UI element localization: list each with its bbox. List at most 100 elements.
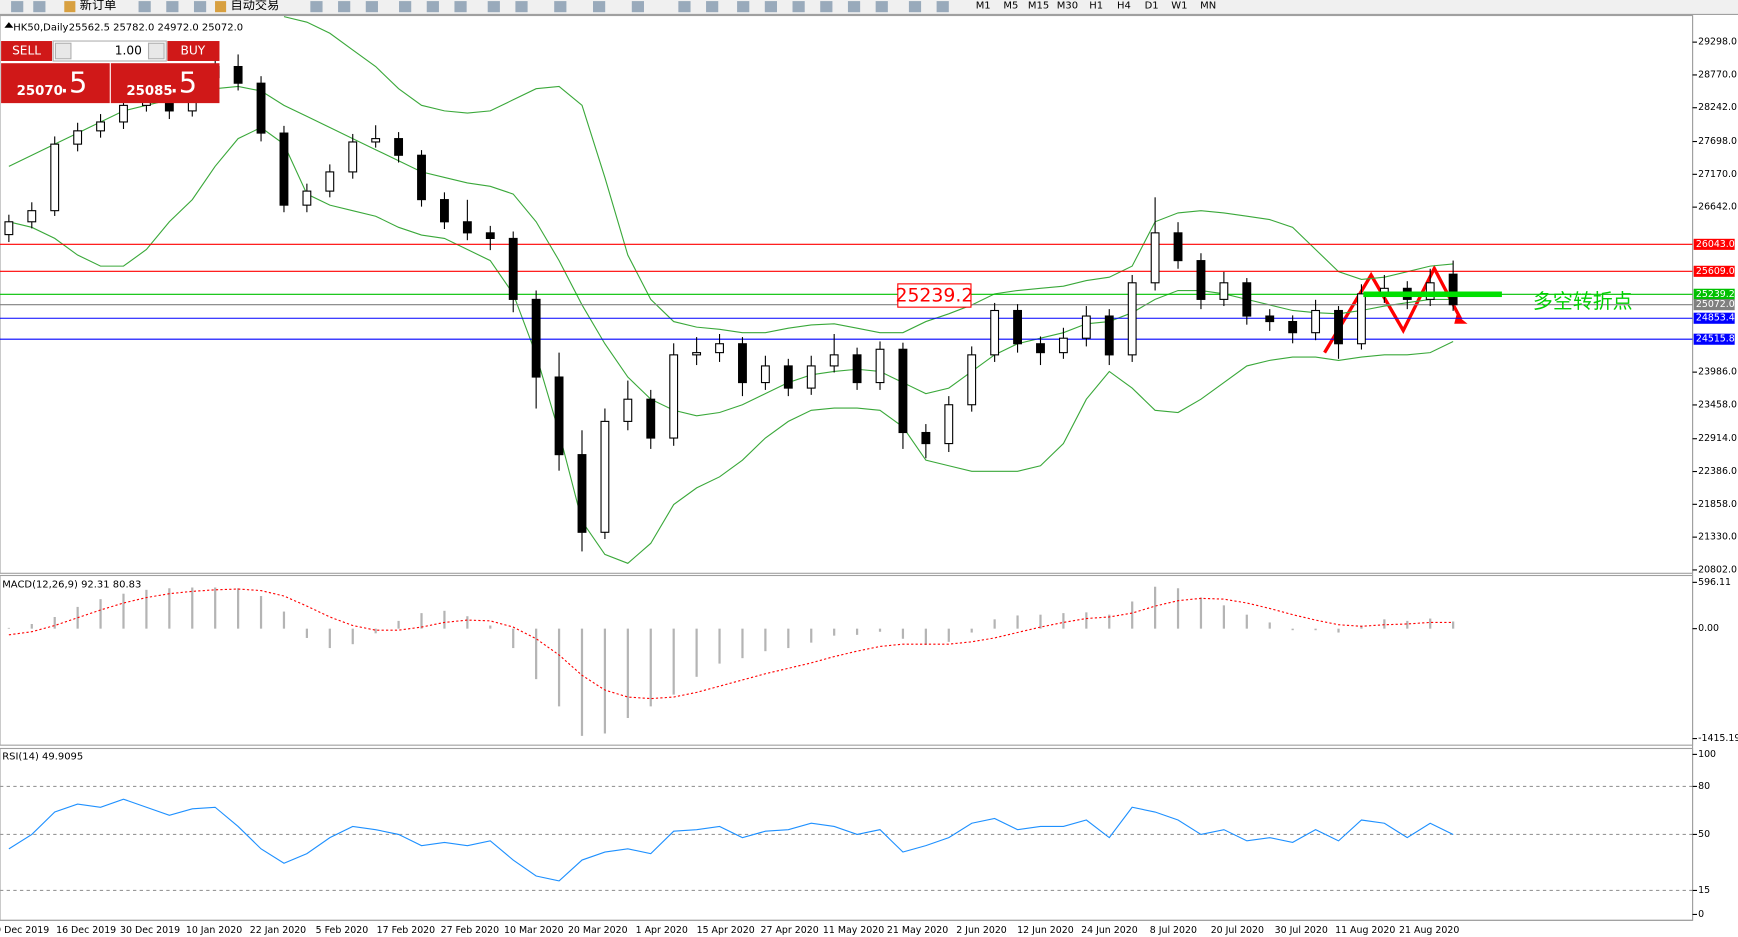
- candle-body: [806, 365, 816, 389]
- volume: 1.00: [115, 44, 142, 58]
- x-tick-label: 10 Mar 2020: [504, 925, 564, 936]
- x-tick-label: 8 Jul 2020: [1150, 925, 1197, 936]
- buy-button[interactable]: [167, 41, 220, 61]
- toolbar-icon[interactable]: [631, 1, 644, 13]
- candle-body: [279, 132, 289, 206]
- x-tick-label: 20 Mar 2020: [568, 925, 628, 936]
- toolbar-icon[interactable]: [365, 1, 378, 13]
- candle-body: [440, 199, 449, 223]
- bid-box[interactable]: [1, 63, 110, 104]
- buy-label: BUY: [181, 44, 206, 58]
- candle-body: [921, 431, 931, 445]
- candle-body: [485, 232, 495, 239]
- toolbar-icon[interactable]: [338, 1, 351, 13]
- toolbar-icon[interactable]: [487, 1, 500, 13]
- candle-body: [325, 171, 335, 192]
- ask-box[interactable]: [110, 63, 220, 104]
- x-tick-label: 27 Feb 2020: [441, 925, 500, 936]
- candle-body: [760, 365, 770, 384]
- y-tick-label: 596.11: [1698, 577, 1731, 588]
- symbol-arrow: [4, 22, 14, 28]
- volume-down[interactable]: [54, 42, 72, 60]
- volume-up[interactable]: [147, 42, 165, 60]
- volume-box[interactable]: [52, 40, 167, 62]
- x-tick-label: 21 May 2020: [887, 925, 948, 936]
- toolbar-icon[interactable]: [215, 1, 227, 13]
- toolbar-button[interactable]: 新订单: [80, 0, 117, 12]
- candle-body: [1127, 282, 1137, 356]
- toolbar-icon[interactable]: [820, 1, 833, 13]
- candle-body: [600, 420, 610, 533]
- toolbar-icon[interactable]: [737, 1, 750, 13]
- timeframe-button[interactable]: M15: [1028, 1, 1049, 12]
- timeframe-button[interactable]: MN: [1200, 1, 1216, 12]
- toolbar-icon[interactable]: [193, 1, 207, 13]
- x-tick-label: 20 Jul 2020: [1211, 925, 1264, 936]
- toolbar-icon[interactable]: [908, 1, 922, 13]
- toolbar-icon[interactable]: [33, 1, 46, 13]
- y-tick-label: 21330.0: [1698, 532, 1737, 543]
- candle-body: [1265, 315, 1275, 323]
- level-tag: [1693, 288, 1735, 300]
- toolbar-icon[interactable]: [166, 1, 179, 13]
- arrow-head: [1454, 314, 1468, 324]
- turning-point-bar: [1363, 291, 1502, 298]
- timeframe-button[interactable]: H4: [1117, 1, 1131, 12]
- toolbar-icon[interactable]: [936, 1, 949, 13]
- toolbar-icon[interactable]: [399, 1, 412, 13]
- candle-body: [508, 237, 518, 300]
- y-tick-label: 28770.0: [1698, 69, 1737, 80]
- toolbar-icon[interactable]: [310, 1, 323, 13]
- candle-body: [1242, 282, 1252, 317]
- ask-price: 25085: [126, 84, 172, 99]
- toolbar-icon[interactable]: [875, 1, 888, 13]
- y-tick-label: 22386.0: [1698, 466, 1737, 477]
- ask-fraction: .5: [170, 65, 197, 99]
- y-tick-label: 22914.0: [1698, 433, 1737, 444]
- level-label: 24515.8: [1696, 334, 1735, 345]
- toolbar-icon[interactable]: [847, 1, 861, 13]
- toolbar-icon[interactable]: [792, 1, 805, 13]
- candle-body: [944, 404, 954, 445]
- y-tick-label: 80: [1698, 781, 1710, 792]
- y-tick-label: 15: [1698, 885, 1710, 896]
- toolbar-icon[interactable]: [64, 1, 76, 13]
- toolbar-icon[interactable]: [764, 1, 778, 13]
- timeframe-button[interactable]: W1: [1171, 1, 1187, 12]
- x-tick-label: 11 Aug 2020: [1335, 925, 1395, 936]
- toolbar-icon[interactable]: [138, 1, 151, 13]
- toolbar-icon[interactable]: [678, 1, 691, 13]
- candle-body: [119, 104, 128, 123]
- toolbar-icon[interactable]: [11, 1, 24, 13]
- level-tag: [1693, 312, 1735, 324]
- candle-body: [256, 82, 266, 134]
- candle-body: [829, 354, 839, 367]
- candle-body: [73, 130, 83, 145]
- candle-body: [554, 376, 564, 456]
- timeframe-button[interactable]: M30: [1057, 1, 1078, 12]
- x-tick-label: 17 Feb 2020: [377, 925, 436, 936]
- toolbar-icon[interactable]: [593, 1, 606, 13]
- sell-button[interactable]: [1, 41, 53, 61]
- level-label: 24853.4: [1696, 313, 1735, 324]
- toolbar-icon[interactable]: [554, 1, 567, 13]
- toolbar-icon[interactable]: [426, 1, 439, 13]
- x-tick-label: 15 Apr 2020: [697, 925, 755, 936]
- toolbar-icon[interactable]: [454, 1, 467, 13]
- timeframe-button[interactable]: M1: [976, 1, 991, 12]
- y-tick-label: -1415.19: [1698, 733, 1738, 744]
- toolbar-button[interactable]: 自动交易: [231, 0, 280, 12]
- x-tick-label: 10 Jan 2020: [186, 925, 242, 936]
- candle-body: [1013, 309, 1022, 345]
- timeframe-button[interactable]: M5: [1003, 1, 1018, 12]
- trade-panel: SELL 1.00 BUY 25070 .5 25085 .5: [1, 40, 220, 104]
- y-tick-label: 23458.0: [1698, 399, 1737, 410]
- toolbar-icon[interactable]: [706, 1, 719, 13]
- toolbar-icon[interactable]: [515, 1, 528, 13]
- timeframe-button[interactable]: D1: [1145, 1, 1159, 12]
- timeframe-button[interactable]: H1: [1089, 1, 1103, 12]
- annotation-price: 25239.2: [895, 286, 973, 307]
